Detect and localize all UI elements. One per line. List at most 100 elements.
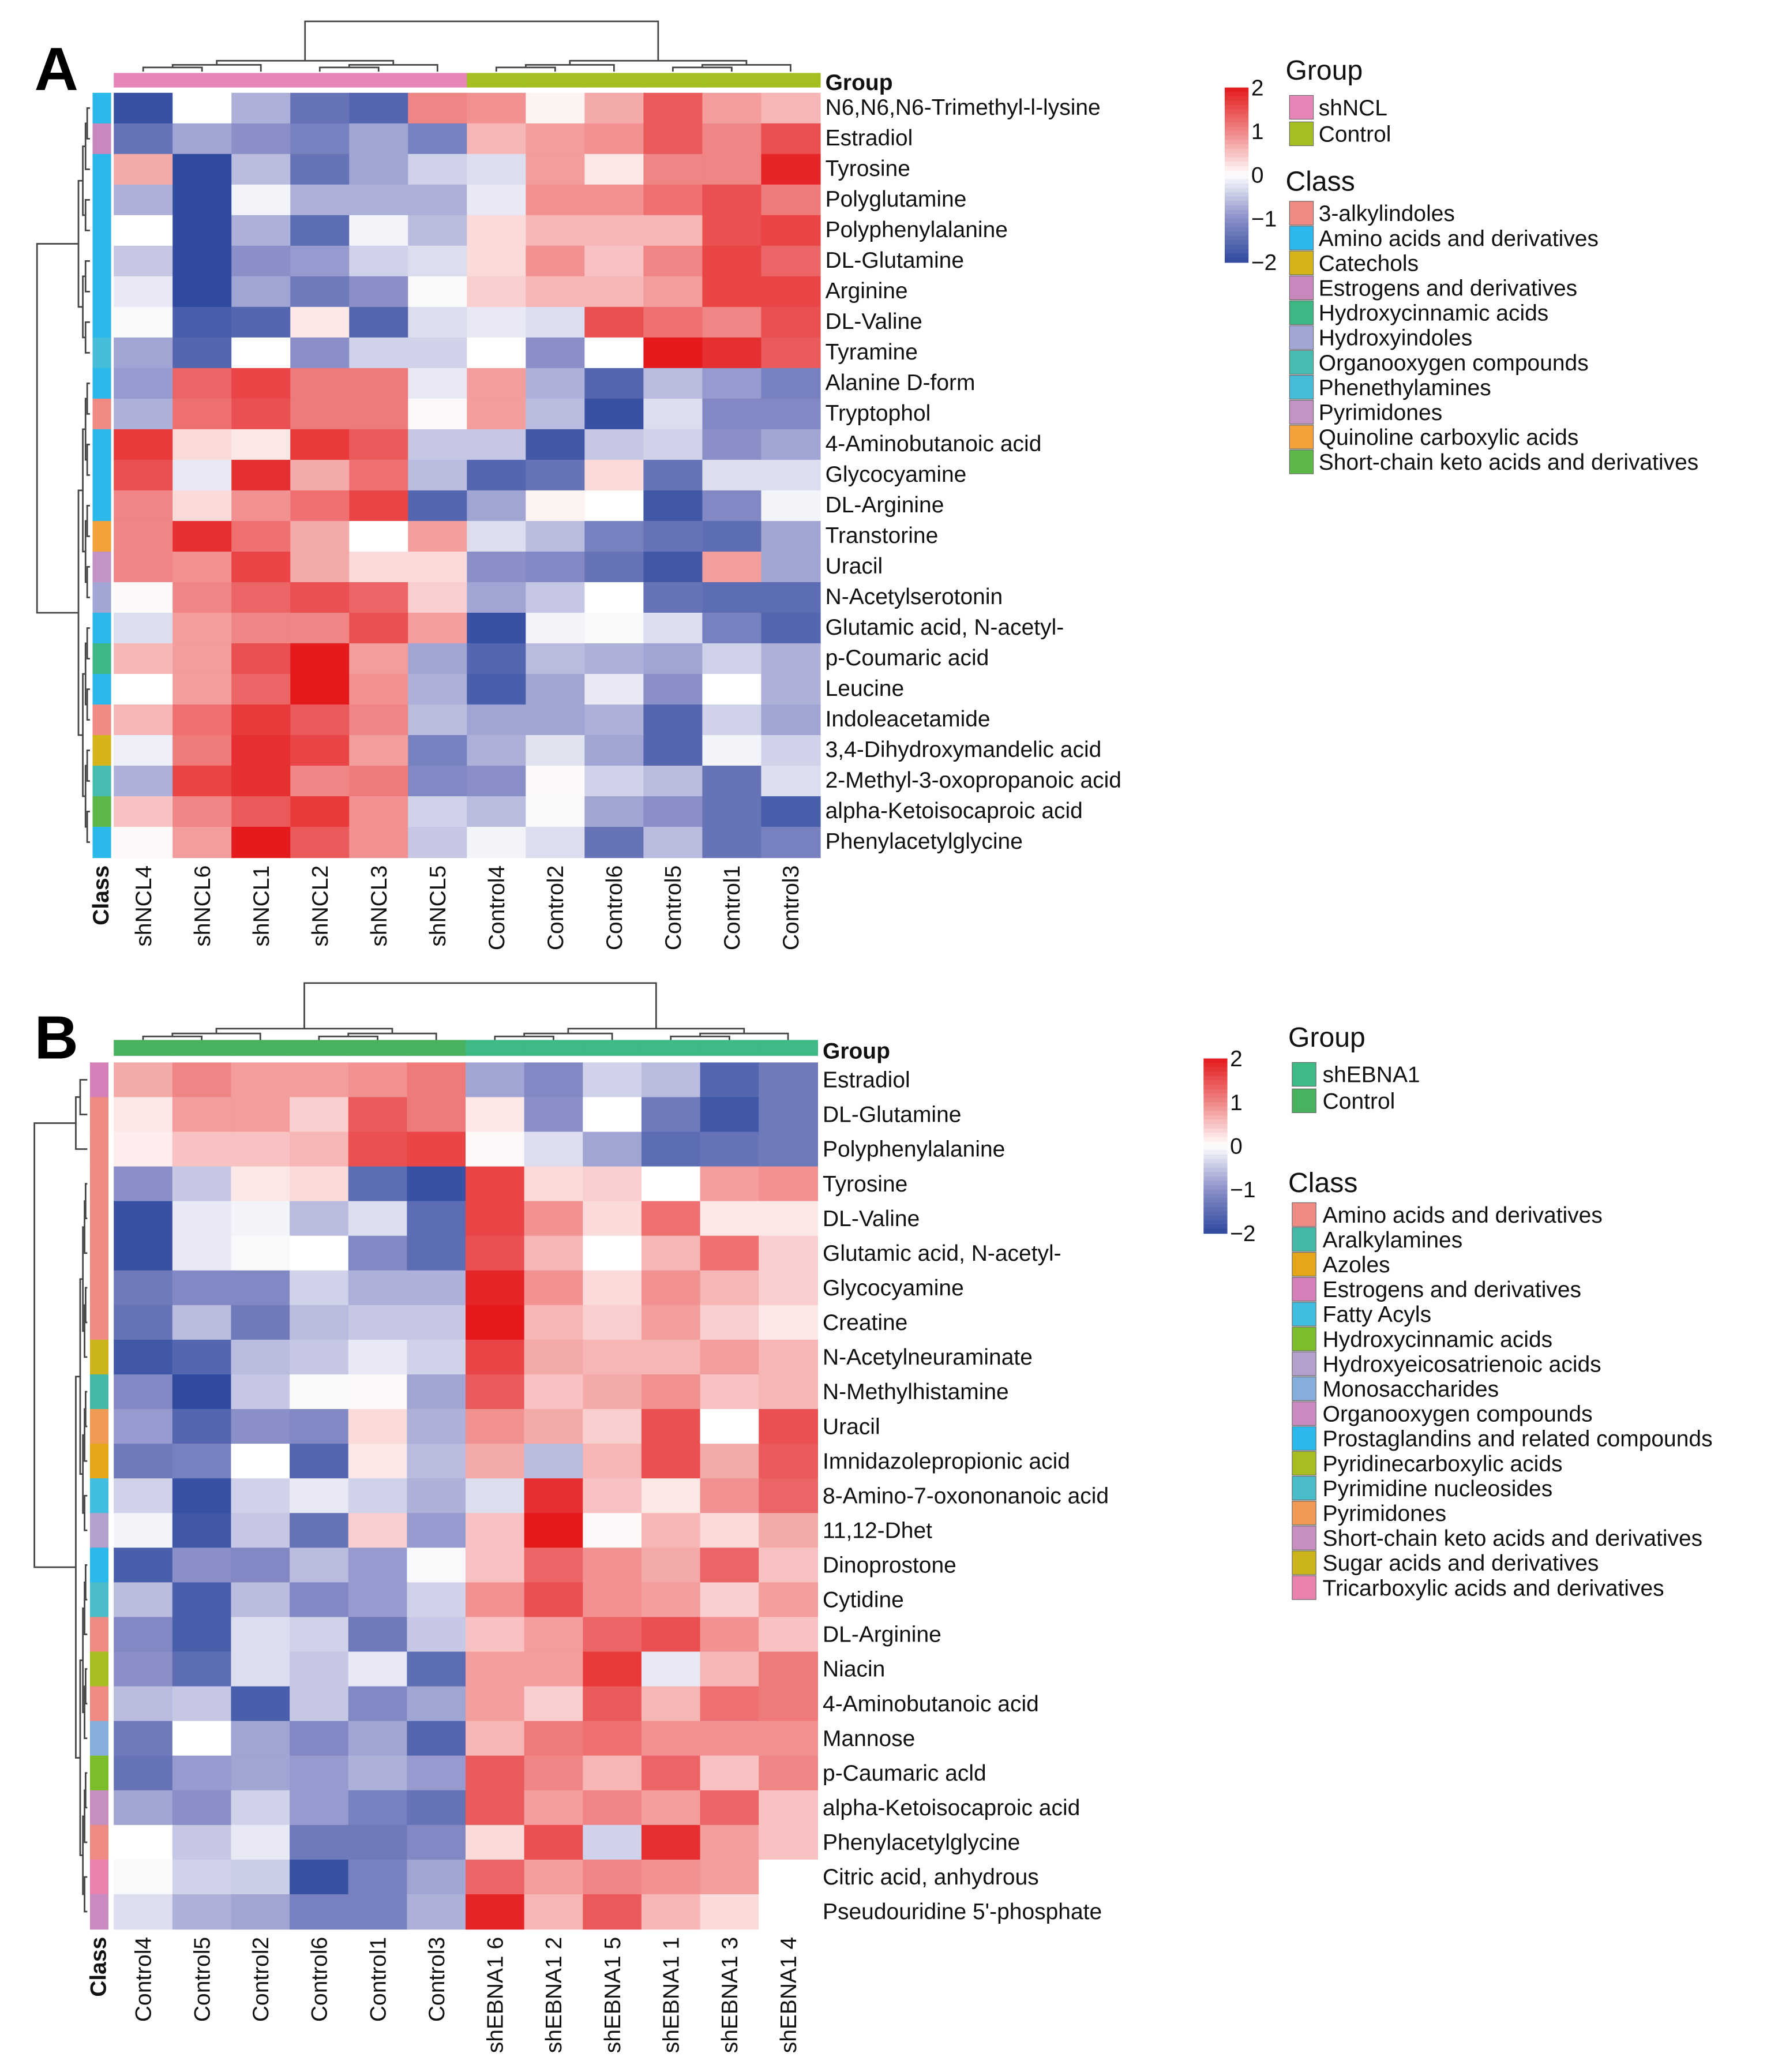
heatmap-cell — [114, 1617, 173, 1653]
heatmap-cell — [290, 398, 350, 430]
heatmap-cell — [702, 245, 762, 278]
color-scale-swatch — [1225, 188, 1249, 193]
color-scale-swatch — [1203, 1159, 1228, 1164]
heatmap-cell — [467, 306, 527, 339]
heatmap-cell — [407, 1374, 467, 1410]
heatmap-cell — [290, 1894, 349, 1930]
heatmap-cell — [172, 1374, 232, 1410]
heatmap-cell — [641, 1166, 701, 1202]
heatmap-cell — [114, 796, 174, 828]
heatmap-cell — [407, 1548, 467, 1583]
class-strip-cell — [89, 1201, 108, 1237]
heatmap-cell — [408, 551, 468, 583]
heatmap-cell — [407, 1097, 467, 1133]
heatmap-cell — [466, 1824, 525, 1861]
heatmap-cell — [643, 245, 703, 278]
heatmap-cell — [114, 1686, 173, 1722]
heatmap-cell — [114, 1859, 173, 1895]
heatmap-cell — [524, 1131, 584, 1167]
color-scale-tick: 2 — [1230, 1047, 1243, 1071]
heatmap-cell — [584, 826, 644, 859]
heatmap-cell — [467, 398, 527, 430]
heatmap-cell — [584, 673, 644, 706]
heatmap-cell — [407, 1235, 467, 1271]
heatmap-cell — [467, 276, 527, 308]
class-strip-cell — [89, 1651, 108, 1687]
heatmap-cell — [348, 1478, 408, 1514]
heatmap-cell — [348, 1305, 408, 1341]
heatmap-cell — [761, 826, 821, 859]
heatmap-cell — [407, 1270, 467, 1306]
color-scale-swatch — [1225, 196, 1249, 202]
heatmap-cell — [466, 1686, 525, 1722]
heatmap-cell — [407, 1131, 467, 1167]
color-scale-tick: 1 — [1230, 1091, 1243, 1115]
heatmap-cell — [466, 1894, 525, 1930]
dendrogram-branch — [84, 321, 90, 354]
group-bar-cell — [290, 1040, 349, 1056]
color-scale-swatch — [1203, 1194, 1228, 1199]
class-legend-swatch — [1292, 1401, 1316, 1426]
row-label: Polyglutamine — [826, 187, 967, 212]
heatmap-cell — [231, 1478, 291, 1514]
heatmap-cell — [408, 215, 468, 247]
color-scale-swatch — [1203, 1071, 1228, 1077]
color-scale-swatch — [1225, 205, 1249, 211]
heatmap-cell — [172, 490, 232, 522]
heatmap-cell — [290, 245, 350, 278]
row-label: Glutamic acid, N-acetyl- — [826, 615, 1064, 640]
heatmap-cell — [114, 612, 174, 645]
heatmap-cell — [643, 765, 703, 797]
class-legend-label: Catechols — [1319, 251, 1419, 276]
color-scale-swatch — [1225, 109, 1249, 115]
heatmap-cell — [114, 337, 174, 369]
heatmap-cell — [349, 337, 409, 369]
heatmap-cell — [466, 1062, 525, 1098]
heatmap-cell — [583, 1686, 643, 1722]
heatmap-cell — [584, 551, 644, 583]
color-scale-swatch — [1203, 1215, 1228, 1221]
column-label: Control3 — [425, 1937, 449, 2022]
heatmap-cell — [172, 1686, 232, 1722]
color-scale-tick: 1 — [1251, 119, 1264, 144]
heatmap-cell — [467, 673, 527, 706]
heatmap-cell — [172, 368, 232, 400]
heatmap-cell — [290, 1201, 349, 1237]
class-legend-label: Prostaglandins and related compounds — [1323, 1427, 1713, 1452]
heatmap-cell — [643, 153, 703, 185]
class-legend-label: Short-chain keto acids and derivatives — [1319, 450, 1699, 475]
heatmap-cell — [526, 826, 586, 859]
heatmap-cell — [643, 612, 703, 645]
class-legend-swatch — [1292, 1501, 1316, 1526]
heatmap-cell — [583, 1582, 643, 1618]
heatmap-cell — [700, 1859, 760, 1895]
dendrogram-branch — [304, 20, 659, 61]
heatmap-cell — [114, 92, 174, 124]
heatmap-cell — [700, 1305, 760, 1341]
class-strip-cell — [89, 1444, 108, 1479]
heatmap-cell — [114, 1166, 173, 1202]
heatmap-cell — [114, 1097, 173, 1133]
row-label: N-Methylhistamine — [823, 1380, 1009, 1404]
group-legend-label: shEBNA1 — [1323, 1063, 1420, 1088]
heatmap-cell — [114, 1374, 173, 1410]
color-scale-swatch — [1203, 1150, 1228, 1156]
heatmap-cell — [348, 1894, 408, 1930]
heatmap-cell — [348, 1339, 408, 1376]
color-scale-swatch — [1225, 192, 1249, 197]
group-bar-cell — [231, 1040, 291, 1056]
heatmap-cell — [172, 520, 232, 553]
class-legend-swatch — [1292, 1475, 1316, 1501]
color-scale-tick: −1 — [1251, 207, 1277, 231]
heatmap-cell — [172, 796, 232, 828]
class-legend-label: Estrogens and derivatives — [1319, 276, 1577, 301]
heatmap-cell — [290, 1859, 349, 1895]
heatmap-cell — [114, 245, 174, 278]
heatmap-cell — [114, 1651, 173, 1687]
class-legend-swatch — [1292, 1426, 1316, 1451]
heatmap-cell — [348, 1131, 408, 1167]
color-scale-swatch — [1203, 1154, 1228, 1160]
dendrogram-branch — [142, 1035, 203, 1041]
class-strip-cell — [92, 215, 111, 247]
